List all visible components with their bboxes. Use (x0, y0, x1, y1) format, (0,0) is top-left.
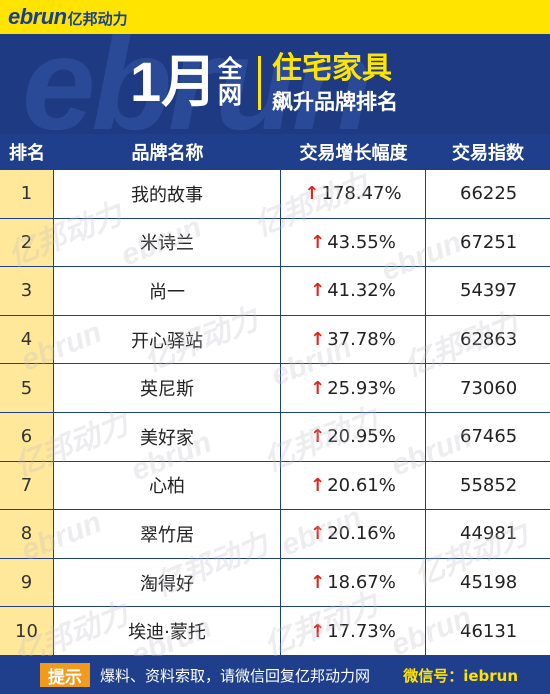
brand-name-cell: 埃迪·蒙托 (54, 607, 281, 655)
growth-cell: ↑ 18.67% (281, 558, 426, 607)
brand-name-cell: 米诗兰 (54, 218, 281, 267)
table-row: 4 开心驿站 ↑ 37.78% 62863 (0, 315, 550, 365)
trade-index-cell: 62863 (460, 329, 518, 351)
up-arrow-icon: ↑ (310, 377, 326, 399)
table-row: 6 美好家 ↑ 20.95% 67465 (0, 413, 550, 462)
up-arrow-icon: ↑ (310, 523, 326, 545)
brand-name-cell: 尚一 (54, 267, 281, 315)
page-title: 住宅家具 (272, 51, 392, 86)
trade-index-cell: 66225 (460, 183, 518, 205)
growth-cell: ↑ 25.93% (281, 364, 426, 412)
growth-cell: ↑ 43.55% (281, 218, 426, 267)
column-header-growth: 交易增长幅度 (299, 143, 408, 164)
rank-cell: 3 (0, 267, 54, 315)
growth-cell: ↑ 20.61% (281, 461, 426, 510)
rank-cell: 7 (0, 461, 54, 510)
growth-cell: ↑ 37.78% (281, 315, 426, 364)
rank-cell: 9 (0, 558, 54, 607)
brand-name-cell: 美好家 (54, 413, 281, 461)
column-header-index: 交易指数 (452, 143, 524, 164)
table-row: 10 埃迪·蒙托 ↑ 17.73% 46131 (0, 607, 550, 656)
up-arrow-icon: ↑ (310, 329, 326, 351)
growth-value: 20.95% (327, 426, 396, 448)
wechat-id: 微信号：iebrun (403, 666, 518, 685)
brand-name-cn: 亿邦动力 (67, 10, 128, 28)
footer: 提示 爆料、资料索取，请微信回复亿邦动力网 微信号：iebrun (0, 656, 550, 694)
growth-cell: ↑ 17.73% (281, 607, 426, 655)
up-arrow-icon: ↑ (310, 474, 326, 496)
rank-cell: 8 (0, 510, 54, 558)
up-arrow-icon: ↑ (310, 231, 326, 253)
up-arrow-icon: ↑ (310, 620, 326, 642)
trade-index-cell: 73060 (460, 377, 518, 399)
table-row: 5 英尼斯 ↑ 25.93% 73060 (0, 364, 550, 413)
brand-strip: ebrun 亿邦动力 (0, 0, 550, 34)
rank-cell: 6 (0, 413, 54, 461)
month-label: 1月 (130, 50, 218, 113)
tip-badge: 提示 (40, 663, 90, 688)
table-header: 排名 品牌名称 交易增长幅度 交易指数 (0, 134, 550, 170)
up-arrow-icon: ↑ (304, 183, 320, 205)
growth-value: 178.47% (321, 183, 402, 205)
growth-cell: ↑ 41.32% (281, 267, 426, 315)
scope-label: 全网 (218, 55, 242, 109)
trade-index-cell: 45198 (460, 572, 518, 594)
table-row: 2 米诗兰 ↑ 43.55% 67251 (0, 218, 550, 268)
rank-cell: 10 (0, 607, 54, 655)
rank-cell: 4 (0, 315, 54, 364)
ebrun-logo: ebrun 亿邦动力 (8, 4, 128, 30)
rank-cell: 1 (0, 170, 54, 218)
brand-name-cell: 淘得好 (54, 558, 281, 607)
rank-cell: 2 (0, 218, 54, 267)
trade-index-cell: 67251 (460, 231, 518, 253)
up-arrow-icon: ↑ (310, 572, 326, 594)
growth-value: 43.55% (327, 231, 396, 253)
rank-cell: 5 (0, 364, 54, 412)
growth-value: 25.93% (327, 377, 396, 399)
trade-index-cell: 54397 (460, 280, 518, 302)
growth-value: 20.61% (327, 474, 396, 496)
footer-text: 爆料、资料索取，请微信回复亿邦动力网 (100, 666, 371, 685)
brand-name-cell: 我的故事 (54, 170, 281, 218)
column-header-rank: 排名 (9, 143, 45, 164)
trade-index-cell: 67465 (460, 426, 518, 448)
title-divider (258, 56, 261, 110)
growth-value: 20.16% (327, 523, 396, 545)
table-body: 1 我的故事 ↑ 178.47% 66225 2 米诗兰 ↑ 43.55% 67251 3 尚一 ↑ 41… (0, 167, 550, 673)
trade-index-cell: 44981 (460, 523, 518, 545)
growth-value: 41.32% (327, 280, 396, 302)
brand-name-cell: 翠竹居 (54, 510, 281, 558)
brand-name-cell: 开心驿站 (54, 315, 281, 364)
growth-cell: ↑ 20.16% (281, 510, 426, 558)
page-subtitle: 飙升品牌排名 (272, 90, 398, 114)
table-row: 9 淘得好 ↑ 18.67% 45198 (0, 558, 550, 608)
up-arrow-icon: ↑ (310, 426, 326, 448)
growth-cell: ↑ 20.95% (281, 413, 426, 461)
growth-value: 17.73% (327, 620, 396, 642)
header-watermark: ebrun (22, 34, 373, 134)
table-row: 3 尚一 ↑ 41.32% 54397 (0, 267, 550, 316)
brand-name-en: ebrun (8, 4, 67, 29)
table-row: 7 心柏 ↑ 20.61% 55852 (0, 461, 550, 511)
table-row: 8 翠竹居 ↑ 20.16% 44981 (0, 510, 550, 559)
growth-value: 18.67% (327, 572, 396, 594)
growth-value: 37.78% (327, 329, 396, 351)
column-header-brand: 品牌名称 (131, 143, 204, 164)
brand-name-cell: 心柏 (54, 461, 281, 510)
trade-index-cell: 46131 (460, 620, 518, 642)
brand-name-cell: 英尼斯 (54, 364, 281, 412)
trade-index-cell: 55852 (460, 474, 518, 496)
header-band: ebrun 1月 全网 住宅家具 飙升品牌排名 (0, 34, 550, 134)
growth-cell: ↑ 178.47% (281, 170, 426, 218)
up-arrow-icon: ↑ (310, 280, 326, 302)
table-row: 1 我的故事 ↑ 178.47% 66225 (0, 170, 550, 219)
